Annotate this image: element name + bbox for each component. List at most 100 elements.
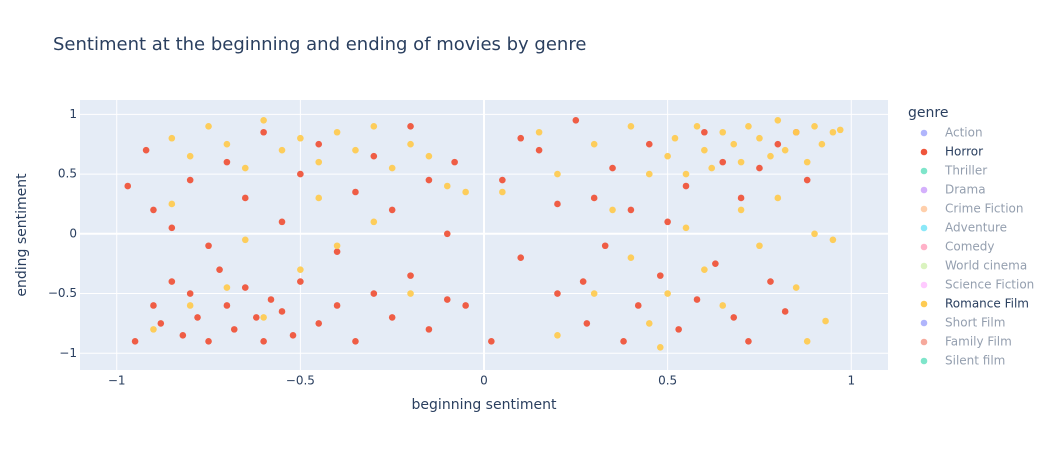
point [205, 242, 212, 250]
point [811, 122, 818, 130]
point [781, 146, 789, 154]
point [664, 290, 671, 297]
point [719, 302, 727, 309]
point [297, 170, 304, 178]
point [241, 284, 249, 291]
point [216, 266, 223, 273]
point [554, 170, 561, 178]
point [601, 242, 609, 250]
point [671, 134, 679, 142]
point [425, 326, 433, 333]
point [223, 158, 231, 166]
legend-swatch [920, 300, 928, 308]
point [517, 254, 525, 261]
legend-swatch [920, 357, 928, 365]
point [388, 206, 396, 214]
legend-item[interactable]: Adventure [920, 221, 1007, 235]
point [168, 200, 176, 208]
point [822, 317, 829, 325]
point [443, 230, 451, 238]
point [590, 290, 598, 297]
point [803, 158, 811, 166]
point [315, 194, 323, 202]
point [370, 218, 378, 226]
legend-item[interactable]: Short Film [920, 316, 1006, 330]
point [767, 152, 774, 160]
legend-item[interactable]: Thriller [920, 164, 988, 178]
point [179, 332, 187, 339]
y-tick-label: 0 [69, 226, 77, 240]
legend-label: Horror [945, 145, 983, 159]
legend-item[interactable]: Romance Film [920, 297, 1029, 311]
x-tick-label: 1 [847, 374, 855, 388]
point [223, 140, 231, 148]
x-tick-label: −0.5 [286, 374, 315, 388]
legend-swatch [920, 319, 928, 327]
point [333, 302, 341, 309]
point [701, 128, 708, 136]
legend-label: Silent film [945, 354, 1005, 368]
legend-label: Romance Film [945, 297, 1029, 311]
point [407, 272, 414, 279]
point [656, 344, 664, 351]
legend-swatch [920, 186, 928, 194]
legend-item[interactable]: Action [920, 126, 983, 140]
legend-item[interactable]: Horror [920, 145, 983, 159]
point [241, 236, 249, 244]
point [554, 200, 561, 208]
point [535, 128, 543, 136]
legend-label: World cinema [945, 259, 1027, 273]
point [289, 332, 297, 339]
point [278, 308, 286, 315]
legend-label: Crime Fiction [945, 202, 1023, 216]
point [260, 117, 267, 124]
legend-item[interactable]: Crime Fiction [920, 202, 1024, 216]
x-tick-label: 0.5 [658, 374, 677, 388]
point [836, 126, 844, 134]
point [186, 290, 194, 297]
point [645, 170, 653, 178]
point [462, 302, 469, 309]
legend-item[interactable]: World cinema [920, 259, 1027, 273]
legend-swatch [920, 167, 928, 175]
legend-item[interactable]: Silent film [920, 354, 1006, 368]
point [267, 296, 275, 303]
x-tick-label: −1 [108, 374, 126, 388]
legend-swatch [920, 129, 928, 137]
point [627, 206, 635, 214]
legend-item[interactable]: Drama [920, 183, 986, 197]
y-tick-label: −1 [59, 346, 77, 360]
point [756, 134, 763, 142]
point [756, 164, 763, 172]
point [645, 140, 653, 148]
point [407, 290, 414, 297]
point [157, 320, 165, 327]
y-tick-label: −0.5 [48, 286, 77, 300]
point [579, 278, 587, 285]
point [792, 284, 800, 291]
legend-item[interactable]: Family Film [920, 335, 1012, 349]
point [297, 134, 304, 142]
legend-label: Family Film [945, 335, 1012, 349]
point [205, 338, 212, 345]
point [767, 278, 774, 285]
legend-item[interactable]: Science Fiction [920, 278, 1035, 292]
point [315, 158, 323, 166]
point [737, 194, 745, 202]
point [499, 188, 506, 196]
point [425, 152, 433, 160]
point [278, 146, 286, 154]
point [554, 290, 561, 297]
point [708, 164, 716, 172]
point [315, 320, 323, 327]
legend-label: Drama [945, 183, 986, 197]
legend-item[interactable]: Comedy [920, 240, 995, 254]
point [333, 128, 341, 136]
point [792, 128, 800, 136]
point [730, 314, 738, 321]
point [241, 194, 249, 202]
point [168, 224, 176, 232]
point [260, 314, 267, 321]
point [425, 176, 433, 184]
